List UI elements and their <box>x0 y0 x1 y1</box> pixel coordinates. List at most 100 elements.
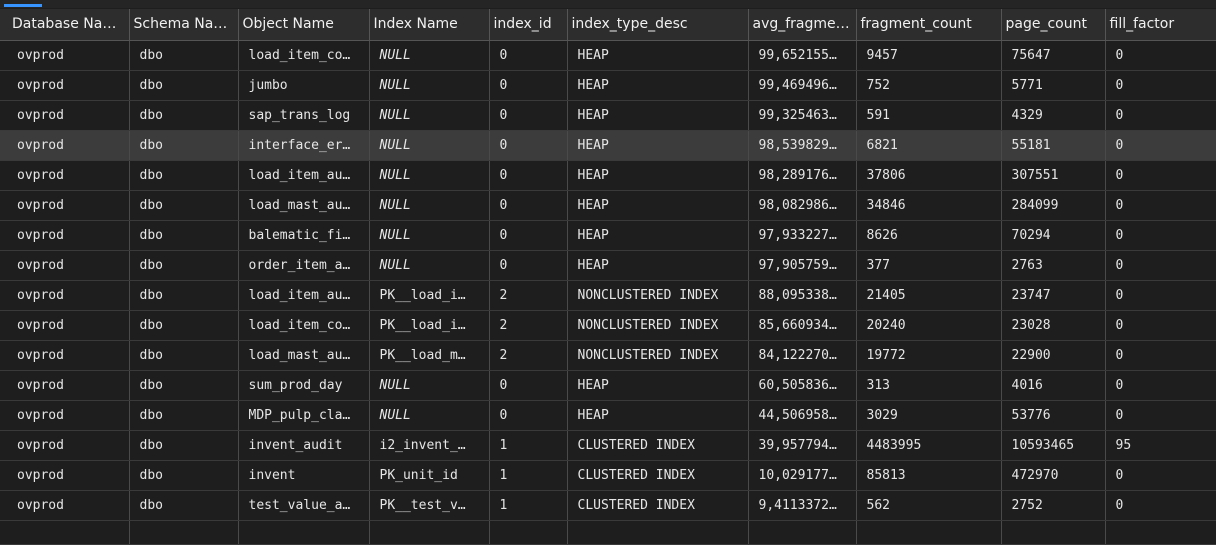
cell-index-name[interactable]: NULL <box>368 70 489 101</box>
cell-index-id[interactable]: 0 <box>488 40 567 71</box>
cell-page-count[interactable]: 22900 <box>1000 340 1105 371</box>
cell-fill-factor[interactable]: 0 <box>1104 160 1216 191</box>
cell-object-name[interactable]: invent <box>237 460 369 491</box>
cell-object-name[interactable]: balematic_fi… <box>237 220 369 251</box>
cell-schema-name[interactable]: dbo <box>128 190 238 221</box>
cell-database-name[interactable]: ovprod <box>0 370 129 401</box>
cell-avg-fragmentation[interactable]: 88,095338… <box>747 280 856 311</box>
cell-index-id[interactable]: 0 <box>488 100 567 131</box>
cell-avg-fragmentation[interactable]: 84,122270… <box>747 340 856 371</box>
cell-page-count[interactable]: 307551 <box>1000 160 1105 191</box>
cell-page-count[interactable]: 4329 <box>1000 100 1105 131</box>
cell-object-name[interactable]: MDP_pulp_cla… <box>237 400 369 431</box>
cell-schema-name[interactable]: dbo <box>128 430 238 461</box>
cell-fragment-count[interactable]: 37806 <box>855 160 1001 191</box>
cell-schema-name[interactable]: dbo <box>128 460 238 491</box>
cell-fragment-count[interactable]: 3029 <box>855 400 1001 431</box>
cell-index-name[interactable]: PK__load_i… <box>368 310 489 341</box>
cell-fill-factor[interactable]: 0 <box>1104 400 1216 431</box>
cell-index-id[interactable]: 0 <box>488 250 567 281</box>
cell-index-type-desc[interactable]: HEAP <box>566 220 748 251</box>
cell-schema-name[interactable]: dbo <box>128 490 238 521</box>
cell-index-id[interactable]: 1 <box>488 460 567 491</box>
cell-schema-name[interactable]: dbo <box>128 220 238 251</box>
cell-page-count[interactable]: 55181 <box>1000 130 1105 161</box>
cell-avg-fragmentation[interactable]: 60,505836… <box>747 370 856 401</box>
cell-avg-fragmentation[interactable]: 44,506958… <box>747 400 856 431</box>
table-row[interactable]: ovprod dbo sum_prod_day NULL 0 HEAP 60,505836…… <box>0 370 1216 401</box>
cell-index-type-desc[interactable]: HEAP <box>566 250 748 281</box>
cell-object-name[interactable]: order_item_a… <box>237 250 369 281</box>
cell-page-count[interactable]: 53776 <box>1000 400 1105 431</box>
cell-page-count[interactable]: 75647 <box>1000 40 1105 71</box>
column-header-page-count[interactable]: page_count <box>1000 9 1105 41</box>
table-row[interactable]: ovprod dbo interface_er… NULL 0 HEAP 98,539829… <box>0 130 1216 161</box>
column-header-object-name[interactable]: Object Name <box>237 9 369 41</box>
cell-object-name[interactable]: jumbo <box>237 70 369 101</box>
cell-index-type-desc[interactable]: NONCLUSTERED INDEX <box>566 310 748 341</box>
cell-object-name[interactable]: sap_trans_log <box>237 100 369 131</box>
cell-page-count[interactable]: 472970 <box>1000 460 1105 491</box>
cell-fragment-count[interactable]: 377 <box>855 250 1001 281</box>
cell-database-name[interactable]: ovprod <box>0 310 129 341</box>
column-header-fill-factor[interactable]: fill_factor <box>1104 9 1216 41</box>
cell-fill-factor[interactable]: 0 <box>1104 70 1216 101</box>
cell-avg-fragmentation[interactable]: 9,4113372… <box>747 490 856 521</box>
cell-fill-factor[interactable]: 0 <box>1104 280 1216 311</box>
cell-index-id[interactable]: 1 <box>488 490 567 521</box>
cell-index-type-desc[interactable]: CLUSTERED INDEX <box>566 460 748 491</box>
cell-database-name[interactable]: ovprod <box>0 40 129 71</box>
cell-index-id[interactable]: 0 <box>488 400 567 431</box>
column-header-avg-fragmentation[interactable]: avg_fragme… <box>747 9 856 41</box>
cell-schema-name[interactable]: dbo <box>128 160 238 191</box>
cell-index-type-desc[interactable]: HEAP <box>566 400 748 431</box>
cell-avg-fragmentation[interactable]: 98,539829… <box>747 130 856 161</box>
table-row[interactable]: ovprod dbo sap_trans_log NULL 0 HEAP 99,325463… <box>0 100 1216 131</box>
cell-schema-name[interactable]: dbo <box>128 400 238 431</box>
table-row[interactable]: ovprod dbo load_mast_au… PK__load_m… 2 NONCLU… <box>0 340 1216 371</box>
cell-avg-fragmentation[interactable]: 85,660934… <box>747 310 856 341</box>
cell-avg-fragmentation[interactable]: 99,325463… <box>747 100 856 131</box>
cell-database-name[interactable]: ovprod <box>0 190 129 221</box>
table-row[interactable]: ovprod dbo load_item_au… NULL 0 HEAP 98,289176… <box>0 160 1216 191</box>
table-row[interactable]: ovprod dbo invent PK_unit_id 1 CLUSTERED INDE… <box>0 460 1216 491</box>
cell-database-name[interactable]: ovprod <box>0 220 129 251</box>
cell-index-name[interactable]: PK__load_m… <box>368 340 489 371</box>
cell-index-type-desc[interactable]: NONCLUSTERED INDEX <box>566 280 748 311</box>
cell-schema-name[interactable]: dbo <box>128 370 238 401</box>
cell-database-name[interactable]: ovprod <box>0 100 129 131</box>
cell-object-name[interactable]: load_item_au… <box>237 280 369 311</box>
cell-object-name[interactable]: load_item_co… <box>237 310 369 341</box>
table-row[interactable]: ovprod dbo load_mast_au… NULL 0 HEAP 98,082986… <box>0 190 1216 221</box>
cell-index-id[interactable]: 2 <box>488 310 567 341</box>
cell-page-count[interactable]: 4016 <box>1000 370 1105 401</box>
cell-fill-factor[interactable]: 0 <box>1104 340 1216 371</box>
column-header-database-name[interactable]: Database Name <box>0 9 129 41</box>
cell-index-id[interactable]: 0 <box>488 130 567 161</box>
cell-index-type-desc[interactable]: HEAP <box>566 100 748 131</box>
cell-object-name[interactable]: load_item_au… <box>237 160 369 191</box>
cell-index-name[interactable]: NULL <box>368 130 489 161</box>
cell-index-id[interactable]: 0 <box>488 220 567 251</box>
cell-schema-name[interactable]: dbo <box>128 130 238 161</box>
cell-fragment-count[interactable]: 4483995 <box>855 430 1001 461</box>
cell-database-name[interactable]: ovprod <box>0 430 129 461</box>
cell-database-name[interactable]: ovprod <box>0 130 129 161</box>
cell-fill-factor[interactable]: 0 <box>1104 460 1216 491</box>
cell-avg-fragmentation[interactable]: 10,029177… <box>747 460 856 491</box>
table-row[interactable]: ovprod dbo test_value_a… PK__test_v… 1 CLUSTE… <box>0 490 1216 521</box>
cell-object-name[interactable]: invent_audit <box>237 430 369 461</box>
cell-schema-name[interactable]: dbo <box>128 250 238 281</box>
cell-database-name[interactable]: ovprod <box>0 160 129 191</box>
column-header-index-id[interactable]: index_id <box>488 9 567 41</box>
cell-index-name[interactable]: i2_invent_… <box>368 430 489 461</box>
cell-index-type-desc[interactable]: HEAP <box>566 130 748 161</box>
cell-fill-factor[interactable]: 0 <box>1104 40 1216 71</box>
cell-index-name[interactable]: NULL <box>368 220 489 251</box>
cell-avg-fragmentation[interactable]: 97,905759… <box>747 250 856 281</box>
cell-fill-factor[interactable]: 0 <box>1104 190 1216 221</box>
cell-index-type-desc[interactable]: CLUSTERED INDEX <box>566 430 748 461</box>
cell-index-type-desc[interactable]: HEAP <box>566 40 748 71</box>
column-header-index-name[interactable]: Index Name <box>368 9 489 41</box>
column-header-schema-name[interactable]: Schema Name <box>128 9 238 41</box>
